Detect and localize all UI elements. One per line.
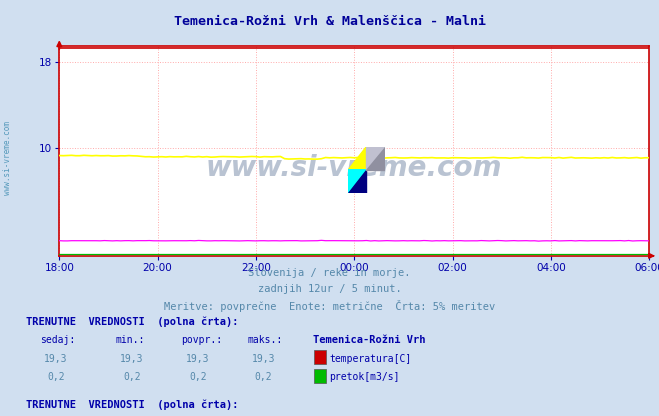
- Text: 19,3: 19,3: [252, 354, 275, 364]
- Text: sedaj:: sedaj:: [40, 335, 74, 345]
- Text: 0,2: 0,2: [123, 372, 140, 382]
- Polygon shape: [349, 146, 366, 170]
- Text: Temenica-Rožni Vrh: Temenica-Rožni Vrh: [313, 335, 426, 345]
- Text: www.si-vreme.com: www.si-vreme.com: [206, 154, 502, 182]
- Polygon shape: [366, 146, 385, 170]
- Text: 0,2: 0,2: [255, 372, 272, 382]
- Text: 19,3: 19,3: [186, 354, 210, 364]
- Text: povpr.:: povpr.:: [181, 335, 222, 345]
- Text: 0,2: 0,2: [189, 372, 206, 382]
- Text: Meritve: povprečne  Enote: metrične  Črta: 5% meritev: Meritve: povprečne Enote: metrične Črta:…: [164, 300, 495, 312]
- Text: Temenica-Rožni Vrh & Malenščica - Malni: Temenica-Rožni Vrh & Malenščica - Malni: [173, 15, 486, 27]
- Text: Slovenija / reke in morje.: Slovenija / reke in morje.: [248, 268, 411, 278]
- Polygon shape: [349, 170, 366, 193]
- Text: 0,2: 0,2: [47, 372, 65, 382]
- Text: TRENUTNE  VREDNOSTI  (polna črta):: TRENUTNE VREDNOSTI (polna črta):: [26, 316, 239, 327]
- Polygon shape: [349, 170, 366, 193]
- Text: min.:: min.:: [115, 335, 145, 345]
- Text: temperatura[C]: temperatura[C]: [330, 354, 412, 364]
- Text: 19,3: 19,3: [120, 354, 144, 364]
- Text: 19,3: 19,3: [44, 354, 68, 364]
- Text: zadnjih 12ur / 5 minut.: zadnjih 12ur / 5 minut.: [258, 284, 401, 294]
- Polygon shape: [366, 146, 385, 170]
- Text: maks.:: maks.:: [247, 335, 282, 345]
- Text: TRENUTNE  VREDNOSTI  (polna črta):: TRENUTNE VREDNOSTI (polna črta):: [26, 399, 239, 410]
- Text: pretok[m3/s]: pretok[m3/s]: [330, 372, 400, 382]
- Text: www.si-vreme.com: www.si-vreme.com: [3, 121, 13, 195]
